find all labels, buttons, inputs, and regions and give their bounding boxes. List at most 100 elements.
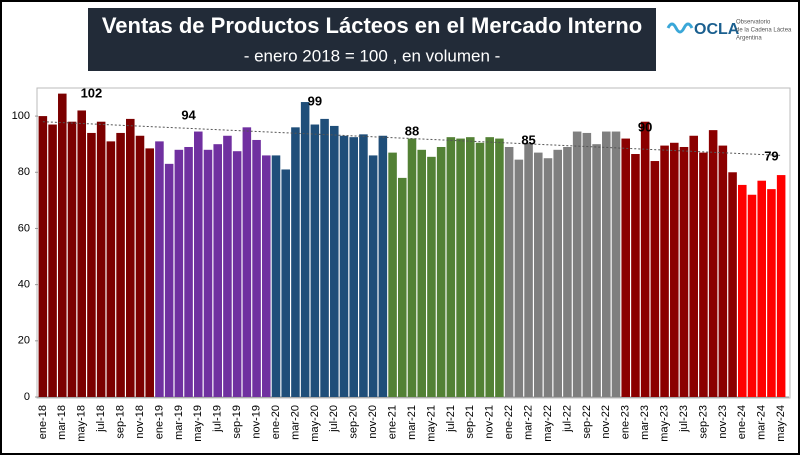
y-tick-label: 0 [24,391,30,403]
logo-line: Argentina [736,36,762,42]
bar [252,139,261,397]
bar [631,154,640,397]
bar [398,177,407,397]
bar [77,110,86,398]
bar [602,131,611,398]
annotation: 85 [521,132,535,147]
y-tick-label: 80 [18,166,30,178]
logo-wave [666,22,694,34]
bar [232,151,242,397]
x-tick-label: mar-20 [289,405,301,440]
x-tick-label: nov-18 [134,405,146,439]
bar [116,132,125,398]
x-tick-label: nov-20 [367,405,379,439]
x-tick-label: nov-23 [717,405,729,439]
bar [378,135,388,397]
x-tick-label: mar-22 [522,405,534,440]
x-tick-label: sep-21 [464,405,476,439]
bar [543,158,553,397]
bar [135,135,145,397]
bar [582,132,592,398]
bar [194,131,203,398]
x-tick-label: jul-23 [678,405,690,433]
bar [553,149,562,397]
bar [330,125,339,397]
bar [174,149,184,397]
x-tick-label: sep-20 [348,405,360,439]
annotation: 94 [181,107,196,122]
bar [310,124,320,397]
bar [563,146,572,397]
x-tick-label: jul-20 [328,405,340,433]
annotation: 88 [405,123,419,138]
bar [767,189,776,397]
bar [776,175,786,397]
bar [349,137,358,397]
x-tick-label: may-20 [309,405,321,442]
x-tick-label: may-22 [542,405,554,442]
y-tick-label: 40 [18,279,30,291]
x-tick-label: may-18 [76,405,88,442]
annotation: 90 [638,119,652,134]
x-tick-label: ene-18 [37,405,49,439]
bar [320,118,329,398]
bar [504,146,514,397]
bar [485,137,494,397]
bar [359,134,368,397]
logo-line: de la Cadena Láctea [736,28,792,34]
bar [155,141,164,397]
x-tick-label: mar-19 [173,405,185,440]
bar [436,146,446,397]
bar [708,130,718,398]
annotation: 102 [81,85,103,100]
x-tick-label: ene-23 [620,405,632,439]
bar [572,131,582,398]
logo-name: OCLA [694,21,740,38]
bar [242,127,252,397]
bar [281,169,290,397]
plot-area [36,87,791,399]
bar [223,135,232,397]
x-tick-label: ene-20 [270,405,282,439]
bar [96,121,106,397]
bar [611,131,621,398]
bar [427,156,436,397]
bar [747,194,757,397]
x-tick-label: jul-22 [561,405,573,433]
x-tick-label: may-21 [425,405,437,442]
bar [271,155,281,397]
x-tick-label: sep-23 [697,405,709,439]
x-tick-label: sep-22 [581,405,593,439]
x-tick-label: jul-18 [95,405,107,433]
bar [368,155,378,397]
trend-line [42,121,782,156]
bar [291,127,300,397]
x-tick-label: may-19 [192,405,204,442]
bar [514,159,524,397]
bar [621,138,630,397]
x-tick-label: mar-18 [56,405,68,440]
bar [495,138,504,397]
bar [300,102,310,397]
x-tick-label: mar-23 [639,405,651,440]
bar [38,116,48,397]
bar [475,142,485,397]
logo-line: Observatorio [736,20,771,26]
x-tick-label: nov-22 [600,405,612,439]
chart-subtitle: - enero 2018 = 100 , en volumen - [244,46,501,65]
x-tick-label: sep-18 [114,405,126,439]
annotation: 99 [308,93,322,108]
x-tick-label: jul-19 [212,405,224,433]
bar [407,138,417,397]
title-box [88,8,656,71]
y-tick-label: 100 [12,110,30,122]
x-tick-label: ene-22 [503,405,515,439]
x-tick-label: mar-21 [406,405,418,440]
chart-title: Ventas de Productos Lácteos en el Mercad… [102,13,642,38]
x-tick-label: nov-21 [484,405,496,439]
bar [145,148,154,397]
bar [757,180,766,397]
x-tick-label: may-23 [658,405,670,442]
bar [670,142,679,397]
